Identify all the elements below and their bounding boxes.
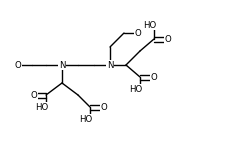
Text: O: O bbox=[101, 102, 107, 112]
Text: O: O bbox=[31, 90, 37, 99]
Text: HO: HO bbox=[129, 84, 143, 94]
Text: HO: HO bbox=[35, 102, 49, 112]
Text: N: N bbox=[59, 61, 65, 69]
Text: N: N bbox=[107, 61, 113, 69]
Text: HO: HO bbox=[79, 115, 93, 123]
Text: O: O bbox=[15, 61, 21, 69]
Text: O: O bbox=[135, 29, 141, 37]
Text: O: O bbox=[165, 34, 171, 44]
Text: HO: HO bbox=[143, 20, 157, 30]
Text: O: O bbox=[151, 72, 157, 82]
